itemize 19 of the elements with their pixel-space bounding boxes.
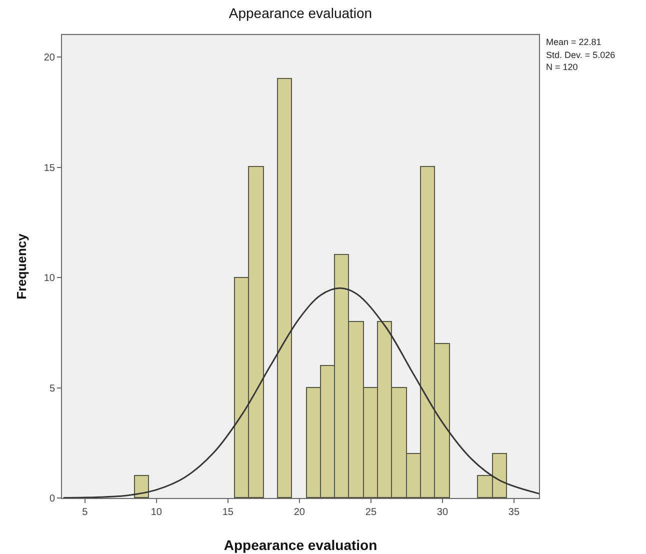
text: Mean = 22.81 <box>546 37 602 47</box>
y-tick-label: 0 <box>49 494 56 504</box>
x-tick-label: 20 <box>294 507 306 518</box>
x-tick-label: 15 <box>222 507 234 518</box>
x-axis-title: Appearance evaluation <box>224 537 378 553</box>
x-tick-label: 5 <box>82 507 88 518</box>
text: N = 120 <box>546 62 578 72</box>
line-series <box>62 287 539 498</box>
y-tick-label: 5 <box>49 383 56 394</box>
y-tick-label: 15 <box>44 162 56 174</box>
y-tick-label: 10 <box>44 273 56 284</box>
x-tick-label: 35 <box>508 507 520 518</box>
chart-title: Appearance evaluation <box>228 5 372 22</box>
x-tick-label: 25 <box>365 507 377 518</box>
text: Std. Dev. = 5.026 <box>546 50 616 60</box>
y-axis-title: Frequency <box>14 232 29 300</box>
x-tick-label: 30 <box>436 507 448 518</box>
x-tick-label: 10 <box>150 507 162 518</box>
y-tick-label: 20 <box>44 52 56 64</box>
